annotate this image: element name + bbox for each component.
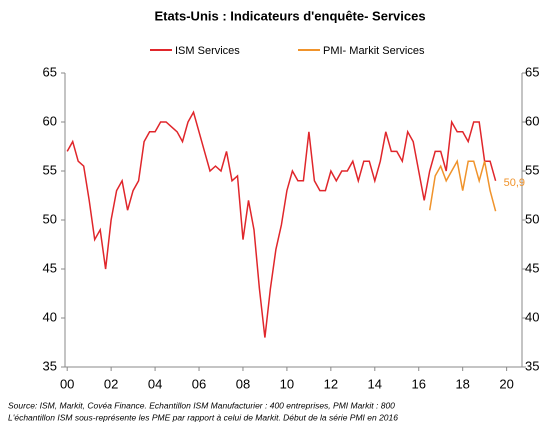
x-tick-label: 08: [236, 376, 250, 391]
annotation: 50,9: [504, 177, 525, 189]
y2-tick-label: 50: [525, 211, 539, 226]
y-tick-label: 55: [43, 162, 57, 177]
y-tick-label: 35: [43, 358, 57, 373]
source-note: Source: ISM, Markit, Covéa Finance. Echa…: [8, 400, 395, 410]
x-tick-label: 16: [412, 376, 426, 391]
x-tick-label: 00: [60, 376, 74, 391]
y2-tick-label: 55: [525, 162, 539, 177]
y-tick-label: 45: [43, 260, 57, 275]
x-tick-label: 10: [280, 376, 294, 391]
x-tick-label: 06: [192, 376, 206, 391]
y2-tick-label: 40: [525, 309, 539, 324]
chart-title: Etats-Unis : Indicateurs d'enquête- Serv…: [154, 8, 425, 23]
y-tick-label: 40: [43, 309, 57, 324]
x-tick-label: 14: [368, 376, 382, 391]
y2-tick-label: 35: [525, 358, 539, 373]
series-line: [66, 110, 497, 338]
y-tick-label: 65: [43, 64, 57, 79]
x-tick-label: 12: [324, 376, 338, 391]
x-tick-label: 18: [455, 376, 469, 391]
y-tick-label: 50: [43, 211, 57, 226]
x-tick-label: 04: [148, 376, 162, 391]
x-tick-label: 20: [499, 376, 513, 391]
legend-label: ISM Services: [175, 45, 240, 57]
x-tick-label: 02: [104, 376, 118, 391]
series-line: [428, 159, 497, 212]
y-tick-label: 60: [43, 113, 57, 128]
y2-tick-label: 65: [525, 64, 539, 79]
source-note: L'échantillon ISM sous-représente les PM…: [8, 412, 398, 422]
y2-tick-label: 45: [525, 260, 539, 275]
legend-label: PMI- Markit Services: [323, 45, 425, 57]
y2-tick-label: 60: [525, 113, 539, 128]
